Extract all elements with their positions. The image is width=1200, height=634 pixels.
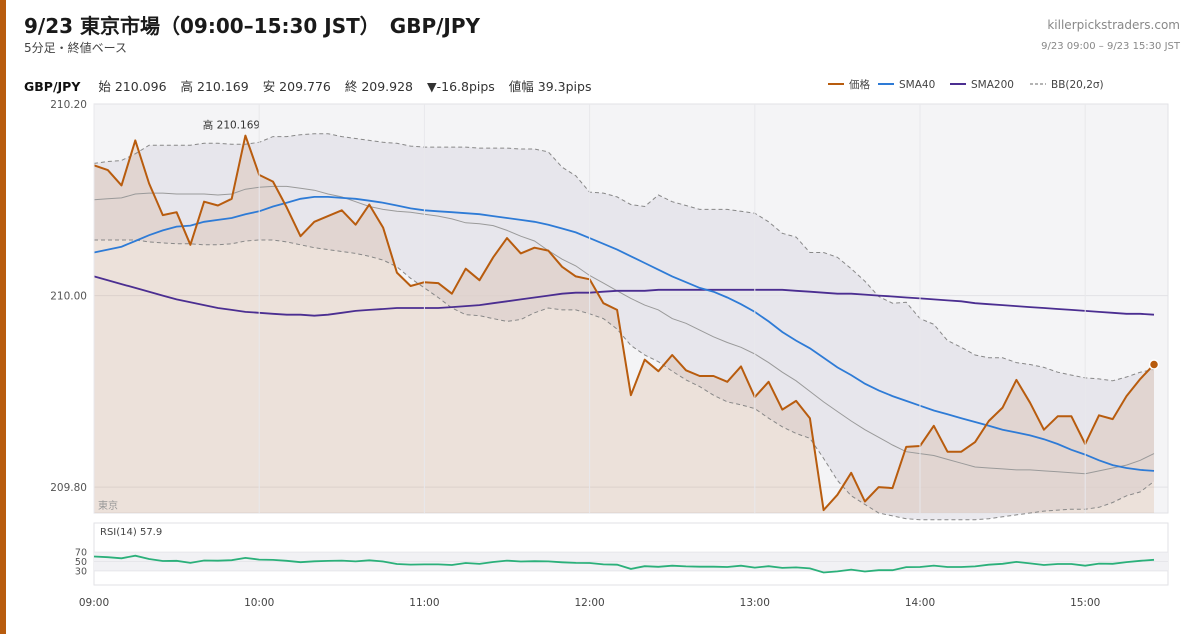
rsi-label: RSI(14) 57.9 xyxy=(100,527,162,538)
legend-label: 価格 xyxy=(849,78,870,91)
chart-legend: 価格 SMA40 SMA200 BB(20,2σ) xyxy=(828,78,1104,91)
legend-label: SMA200 xyxy=(971,79,1014,91)
price-area xyxy=(94,135,1154,513)
sma40-line xyxy=(93,196,1155,472)
legend-label: SMA40 xyxy=(899,79,935,91)
stats-symbol: GBP/JPY xyxy=(24,79,81,94)
price-line xyxy=(93,134,1155,512)
date-range: 9/23 09:00 – 9/23 15:30 JST xyxy=(1041,41,1180,52)
site-name: killerpickstraders.com xyxy=(1047,18,1180,32)
legend-label: BB(20,2σ) xyxy=(1051,79,1104,91)
stats-bar: GBP/JPY 始 210.096 高 210.169 安 209.776 終 … xyxy=(24,76,601,95)
session-label: 東京 xyxy=(98,499,118,512)
x-tick-label: 15:00 xyxy=(1070,597,1100,609)
bb-lower-line xyxy=(94,239,1155,521)
stat-high: 高 210.169 xyxy=(180,79,249,94)
high-annotation: 高 210.169 xyxy=(203,119,260,132)
x-tick-label: 11:00 xyxy=(409,597,439,609)
x-tick-label: 14:00 xyxy=(905,597,935,609)
page-title: 9/23 東京市場（09:00–15:30 JST） GBP/JPY xyxy=(24,14,480,38)
rsi-line xyxy=(93,554,1155,574)
y-tick-label: 210.00 xyxy=(50,291,87,303)
x-tick-label: 12:00 xyxy=(574,597,604,609)
rsi-tick-label: 50 xyxy=(75,557,87,568)
x-tick-label: 09:00 xyxy=(79,597,109,609)
page-subtitle: 5分足・終値ベース xyxy=(24,41,128,55)
bb-band xyxy=(94,133,1154,520)
stat-close: 終 209.928 xyxy=(344,79,414,94)
x-tick-label: 13:00 xyxy=(740,597,770,609)
rsi-tick-label: 30 xyxy=(75,566,87,577)
bb-upper-line xyxy=(93,133,1155,382)
time-axis: 09:00 10:00 11:00 12:00 13:00 14:00 15:00 xyxy=(79,104,1100,609)
accent-bar xyxy=(0,0,6,634)
last-price-marker xyxy=(1148,359,1160,370)
rsi-tick-label: 70 xyxy=(75,548,87,559)
stat-low: 安 209.776 xyxy=(262,79,331,94)
stat-change: ▼-16.8pips xyxy=(427,79,495,94)
x-tick-label: 10:00 xyxy=(244,597,274,609)
y-tick-label: 210.20 xyxy=(50,99,87,111)
y-tick-label: 209.80 xyxy=(50,482,87,494)
bb-middle-line xyxy=(93,185,1155,475)
stat-open: 始 210.096 xyxy=(98,79,167,94)
sma200-line xyxy=(93,275,1155,317)
stat-width: 値幅 39.3pips xyxy=(508,79,592,94)
